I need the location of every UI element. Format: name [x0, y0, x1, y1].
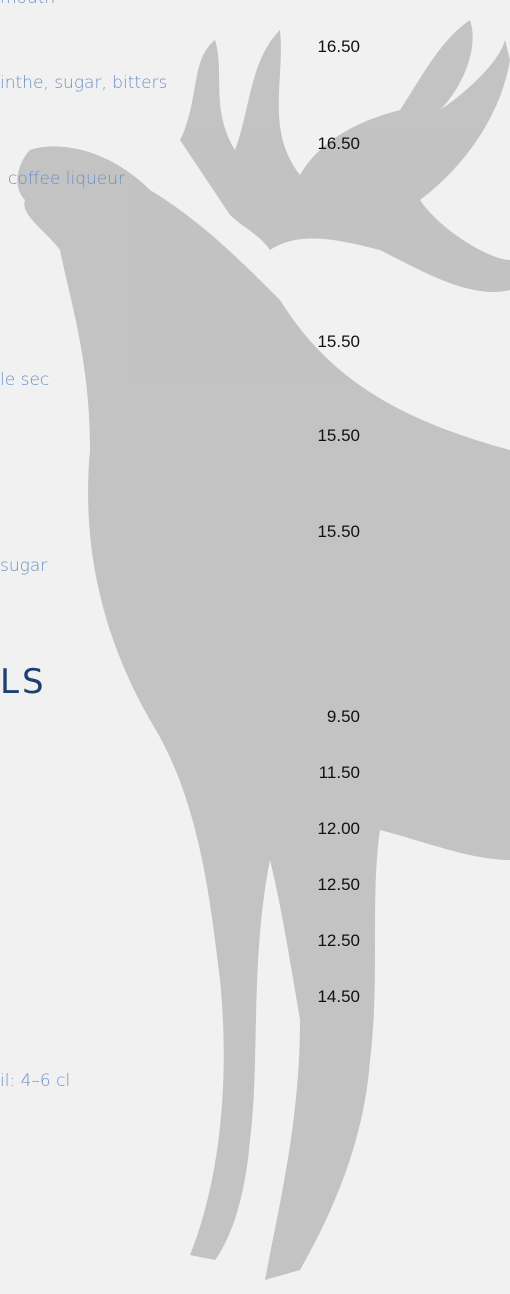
section-title: LS — [0, 662, 47, 702]
item-price: 11.50 — [319, 763, 360, 783]
item-price: 15.50 — [317, 522, 360, 542]
item-price: 15.50 — [317, 426, 360, 446]
item-price: 12.00 — [317, 819, 360, 839]
item-price: 15.50 — [317, 332, 360, 352]
item-description: coffee liqueur — [8, 169, 125, 189]
item-description: sugar — [0, 556, 47, 576]
item-price: 16.50 — [317, 37, 360, 57]
item-price: 12.50 — [317, 875, 360, 895]
item-description: inthe, sugar, bitters — [0, 73, 167, 93]
item-price: 14.50 — [317, 987, 360, 1007]
item-price: 12.50 — [317, 931, 360, 951]
deer-illustration — [0, 0, 510, 1294]
item-description: mouth — [0, 0, 55, 8]
item-price: 9.50 — [327, 707, 360, 727]
item-price: 16.50 — [317, 134, 360, 154]
section-note: il: 4–6 cl — [0, 1071, 70, 1091]
item-description: le sec — [0, 370, 49, 390]
menu-page: {"cocktails": [ {"description": "mouth",… — [0, 0, 510, 1294]
